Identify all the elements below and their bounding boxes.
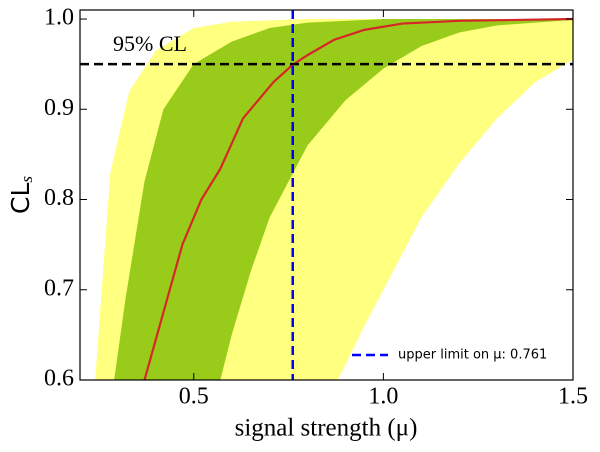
legend-label: upper limit on μ: 0.761 — [398, 348, 547, 363]
h-line-label: 95% CL — [113, 31, 187, 56]
y-tick-label: 0.6 — [44, 366, 74, 392]
frame — [79, 9, 574, 381]
y-tick-label: 0.9 — [44, 95, 74, 121]
x-axis-label: signal strength (μ) — [235, 415, 418, 442]
x-tick-label: 1.5 — [558, 384, 588, 410]
y-tick-label: 1.0 — [44, 5, 74, 31]
y-tick-label: 0.7 — [44, 275, 74, 301]
x-tick-label: 1.0 — [368, 384, 398, 410]
x-tick-label: 0.5 — [179, 384, 209, 410]
y-label-main: CL — [6, 183, 35, 214]
line — [143, 17, 573, 380]
y-axis-label: CLs — [6, 176, 36, 214]
y-label-sub: s — [17, 176, 36, 183]
plot-area — [80, 10, 573, 380]
y-tick-label: 0.8 — [44, 185, 74, 211]
band — [114, 19, 573, 380]
